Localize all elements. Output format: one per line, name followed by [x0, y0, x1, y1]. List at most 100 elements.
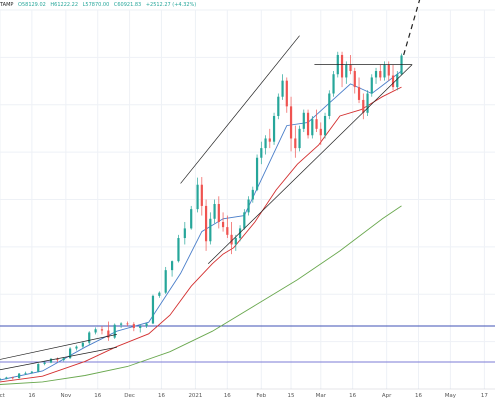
- x-tick-label: 15: [288, 393, 295, 399]
- ohlc-header: TAMP O58129.02 H61222.22 L57870.00 C6092…: [0, 2, 199, 8]
- candle-body: [107, 330, 110, 338]
- x-tick-label: Feb: [256, 393, 266, 399]
- candle-body: [319, 128, 322, 136]
- x-tick-label: 2021: [188, 393, 202, 399]
- candle-body: [383, 64, 386, 78]
- candle-body: [213, 203, 216, 219]
- candle-body: [323, 115, 327, 136]
- x-tick-label: Apr: [382, 393, 392, 399]
- candle-body: [75, 346, 78, 349]
- candle-body: [328, 93, 331, 116]
- candle-body: [177, 238, 180, 262]
- candle-body: [119, 323, 123, 325]
- candle-body: [11, 377, 14, 379]
- candle-body: [315, 119, 318, 129]
- ema-fast-line: [0, 70, 402, 381]
- candle-body: [43, 362, 46, 364]
- candlesticks: [0, 51, 403, 381]
- x-tick-label: 16: [415, 393, 422, 399]
- candle-body: [285, 80, 288, 107]
- trend-line: [180, 35, 300, 184]
- x-tick-label: 16: [94, 393, 101, 399]
- candle-body: [5, 377, 8, 379]
- candle-body: [366, 93, 369, 113]
- candle-body: [62, 358, 65, 361]
- trend-line: [0, 346, 117, 371]
- candle-body: [113, 324, 116, 338]
- candle-body: [238, 228, 242, 239]
- candle-body: [230, 234, 233, 245]
- x-tick-label: Nov: [60, 393, 71, 399]
- candle-body: [81, 342, 84, 347]
- moving-averages: [0, 70, 402, 385]
- x-tick-label: Mar: [316, 393, 327, 399]
- ema-mid-line: [0, 86, 402, 383]
- candle-body: [391, 75, 395, 88]
- open-value: O58129.02: [18, 2, 46, 8]
- candle-body: [357, 87, 361, 100]
- candle-body: [226, 227, 229, 235]
- candle-body: [268, 138, 271, 142]
- symbol-label: TAMP: [0, 2, 14, 8]
- candle-body: [311, 119, 314, 136]
- change-value: +2512.27 (+4.32%): [145, 2, 197, 8]
- candle-body: [387, 64, 390, 76]
- candle-body: [255, 157, 259, 190]
- candle-body: [69, 348, 72, 359]
- candle-body: [209, 218, 212, 242]
- x-tick-label: Dec: [124, 393, 135, 399]
- candle-body: [217, 203, 220, 222]
- x-tick-label: 16: [349, 393, 356, 399]
- x-tick-label: 16: [28, 393, 35, 399]
- trend-line: [0, 334, 117, 360]
- candle-body: [158, 292, 161, 296]
- candle-body: [272, 115, 276, 142]
- x-tick-label: 16: [158, 393, 165, 399]
- candle-body: [145, 323, 148, 327]
- candle-body: [18, 373, 21, 379]
- candle-body: [298, 128, 301, 149]
- ema-slow-line: [0, 205, 402, 385]
- x-tick-label: May: [445, 393, 457, 399]
- candle-body: [100, 329, 104, 331]
- x-axis-band: [0, 389, 495, 400]
- candle-body: [170, 261, 174, 271]
- candle-body: [139, 326, 142, 328]
- candle-body: [234, 238, 237, 245]
- trend-line: [207, 64, 413, 264]
- candle-body: [260, 148, 263, 158]
- x-tick-label: 16: [224, 393, 231, 399]
- candle-body: [281, 80, 284, 97]
- candle-body: [200, 184, 203, 206]
- high-value: H61222.22: [50, 2, 79, 8]
- candle-body: [37, 363, 40, 372]
- x-tick-label: 17: [481, 393, 488, 399]
- candle-body: [204, 205, 208, 242]
- candle-body: [379, 71, 382, 78]
- candle-body: [49, 358, 53, 363]
- candle-body: [374, 71, 378, 78]
- candle-body: [302, 112, 305, 129]
- candle-body: [332, 74, 335, 94]
- x-tick-label: Oct: [0, 393, 6, 399]
- trend-lines: [0, 0, 421, 371]
- candle-body: [183, 228, 186, 239]
- candle-body: [126, 323, 129, 325]
- candle-body: [247, 199, 250, 213]
- candle-body: [151, 295, 155, 324]
- x-axis: Oct 16 Nov 16 Dec 16 2021 16 Feb 15 Mar 16 Apr 16 May 1…: [0, 388, 495, 400]
- candle-body: [264, 138, 267, 149]
- candle-body: [24, 372, 27, 374]
- candle-body: [94, 329, 97, 333]
- candle-body: [164, 270, 167, 293]
- candle-body: [345, 64, 348, 78]
- candle-body: [196, 184, 199, 210]
- candle-body: [132, 324, 135, 328]
- candle-body: [251, 189, 254, 200]
- candle-body: [362, 99, 365, 113]
- candle-body: [30, 371, 33, 373]
- candle-body: [294, 138, 297, 149]
- candle-body: [56, 358, 59, 361]
